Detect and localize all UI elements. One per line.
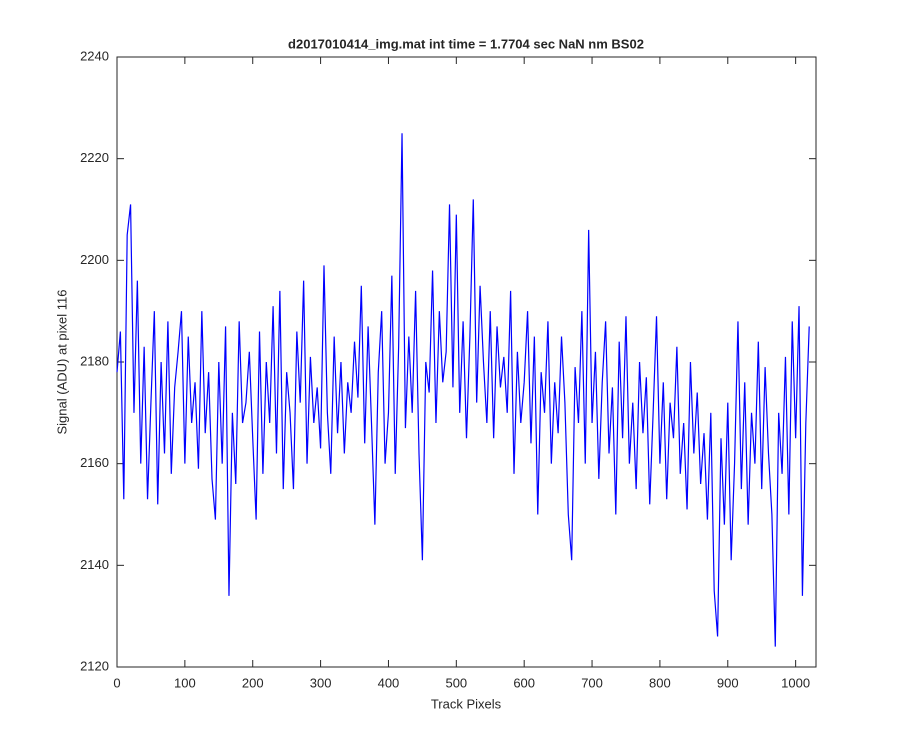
y-tick-label: 2220 (80, 150, 109, 165)
data-line (116, 133, 810, 647)
y-axis-label: Signal (ADU) at pixel 116 (54, 290, 69, 435)
y-tick-label: 2240 (80, 48, 109, 63)
y-tick-label: 2180 (80, 353, 109, 368)
x-tick-label: 700 (581, 675, 603, 690)
chart-title: d2017010414_img.mat int time = 1.7704 se… (288, 36, 644, 51)
x-tick-label: 400 (378, 675, 400, 690)
y-tick-label: 2140 (80, 557, 109, 572)
x-tick-label: 200 (242, 675, 264, 690)
y-tick-label: 2160 (80, 455, 109, 470)
x-tick-label: 500 (445, 675, 467, 690)
x-tick-label: 800 (649, 675, 671, 690)
y-tick-label: 2120 (80, 658, 109, 673)
x-tick-label: 100 (174, 675, 196, 690)
x-axis-label: Track Pixels (431, 696, 502, 711)
y-tick-label: 2200 (80, 252, 109, 267)
x-tick-label: 600 (513, 675, 535, 690)
plot-box (116, 56, 817, 668)
x-tick-label: 300 (310, 675, 332, 690)
x-tick-label: 0 (113, 675, 120, 690)
x-tick-label: 1000 (781, 675, 810, 690)
x-tick-label: 900 (717, 675, 739, 690)
